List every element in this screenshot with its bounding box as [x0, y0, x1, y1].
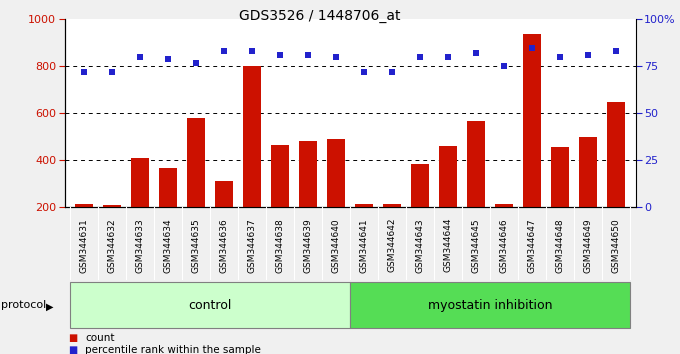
Text: GSM344631: GSM344631: [80, 218, 88, 273]
Point: [555, 54, 566, 60]
Text: GSM344637: GSM344637: [248, 218, 257, 273]
Bar: [551, 147, 569, 254]
Bar: [439, 146, 458, 254]
Bar: [607, 102, 626, 254]
Text: GSM344650: GSM344650: [612, 218, 621, 273]
Text: GSM344634: GSM344634: [164, 218, 173, 273]
Point: [387, 69, 398, 75]
Text: protocol: protocol: [1, 300, 47, 310]
Point: [498, 64, 509, 69]
Text: count: count: [85, 333, 114, 343]
Bar: [579, 137, 597, 254]
Bar: [411, 164, 429, 254]
Text: GSM344644: GSM344644: [444, 218, 453, 273]
Text: ■: ■: [68, 345, 78, 354]
Bar: [355, 204, 373, 254]
Point: [275, 52, 286, 58]
Text: GSM344640: GSM344640: [332, 218, 341, 273]
Point: [330, 54, 341, 60]
Point: [471, 50, 481, 56]
Point: [191, 60, 202, 65]
Point: [247, 48, 258, 54]
Text: GSM344641: GSM344641: [360, 218, 369, 273]
Point: [443, 54, 454, 60]
Point: [583, 52, 594, 58]
Point: [219, 48, 230, 54]
Bar: [350, 282, 630, 329]
Bar: [215, 181, 233, 254]
Point: [527, 45, 538, 50]
Text: GSM344632: GSM344632: [107, 218, 117, 273]
Text: control: control: [188, 299, 232, 312]
Text: ▶: ▶: [46, 302, 54, 312]
Bar: [159, 169, 177, 254]
Text: GSM344647: GSM344647: [528, 218, 537, 273]
Point: [303, 52, 313, 58]
Bar: [299, 141, 318, 254]
Text: GSM344643: GSM344643: [415, 218, 425, 273]
Bar: [383, 204, 401, 254]
Bar: [271, 145, 289, 254]
Text: GDS3526 / 1448706_at: GDS3526 / 1448706_at: [239, 9, 401, 23]
Bar: [327, 139, 345, 254]
Point: [359, 69, 370, 75]
Text: GSM344648: GSM344648: [556, 218, 564, 273]
Text: ■: ■: [68, 333, 78, 343]
Text: GSM344645: GSM344645: [472, 218, 481, 273]
Point: [135, 54, 146, 60]
Text: GSM344638: GSM344638: [275, 218, 285, 273]
Text: GSM344633: GSM344633: [136, 218, 145, 273]
Bar: [103, 205, 121, 254]
Text: percentile rank within the sample: percentile rank within the sample: [85, 345, 261, 354]
Text: GSM344635: GSM344635: [192, 218, 201, 273]
Bar: [467, 121, 486, 254]
Text: GSM344636: GSM344636: [220, 218, 228, 273]
Bar: [187, 118, 205, 254]
Point: [107, 69, 118, 75]
Bar: [243, 67, 261, 254]
Text: myostatin inhibition: myostatin inhibition: [428, 299, 552, 312]
Bar: [523, 34, 541, 254]
Point: [415, 54, 426, 60]
Text: GSM344649: GSM344649: [583, 218, 593, 273]
Text: GSM344642: GSM344642: [388, 218, 396, 273]
Bar: [495, 204, 513, 254]
Bar: [70, 282, 350, 329]
Point: [611, 48, 622, 54]
Point: [163, 56, 173, 62]
Text: GSM344646: GSM344646: [500, 218, 509, 273]
Point: [79, 69, 90, 75]
Bar: [75, 204, 93, 254]
Bar: [131, 158, 150, 254]
Text: GSM344639: GSM344639: [304, 218, 313, 273]
